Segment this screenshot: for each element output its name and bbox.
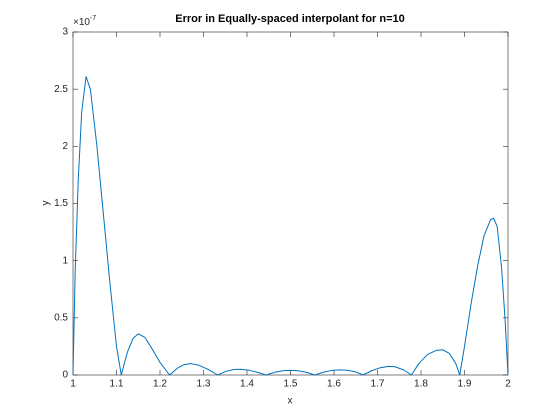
x-tick-label: 1 (70, 379, 76, 390)
x-tick-label: 1.5 (284, 379, 298, 390)
y-tick-label: 1.5 (54, 198, 68, 209)
x-tick-label: 1.3 (197, 379, 211, 390)
x-tick-label: 1.4 (240, 379, 254, 390)
error-line (72, 76, 509, 376)
y-tick-label: 1 (62, 255, 68, 266)
x-tick-label: 1.6 (327, 379, 341, 390)
y-tick-label: 2.5 (54, 84, 68, 95)
y-axis-label: y (41, 201, 52, 206)
x-tick-label: 1.7 (371, 379, 385, 390)
x-tick-label: 1.1 (110, 379, 124, 390)
y-tick-label: 0 (62, 370, 68, 381)
y-exponent: ×10-7 (73, 15, 96, 28)
chart-title: Error in Equally-spaced interpolant for … (175, 13, 405, 25)
y-exponent-power: -7 (90, 15, 96, 22)
x-tick-label: 1.8 (414, 379, 428, 390)
y-tick-label: 2 (62, 141, 68, 152)
x-tick-label: 1.2 (153, 379, 167, 390)
x-axis-label: x (288, 396, 293, 407)
y-tick-label: 3 (62, 27, 68, 38)
y-tick-label: 0.5 (54, 312, 68, 323)
plot-box (72, 31, 509, 376)
x-tick-label: 1.9 (458, 379, 472, 390)
y-multiplier: ×10 (73, 17, 90, 28)
x-tick-label: 2 (505, 379, 511, 390)
